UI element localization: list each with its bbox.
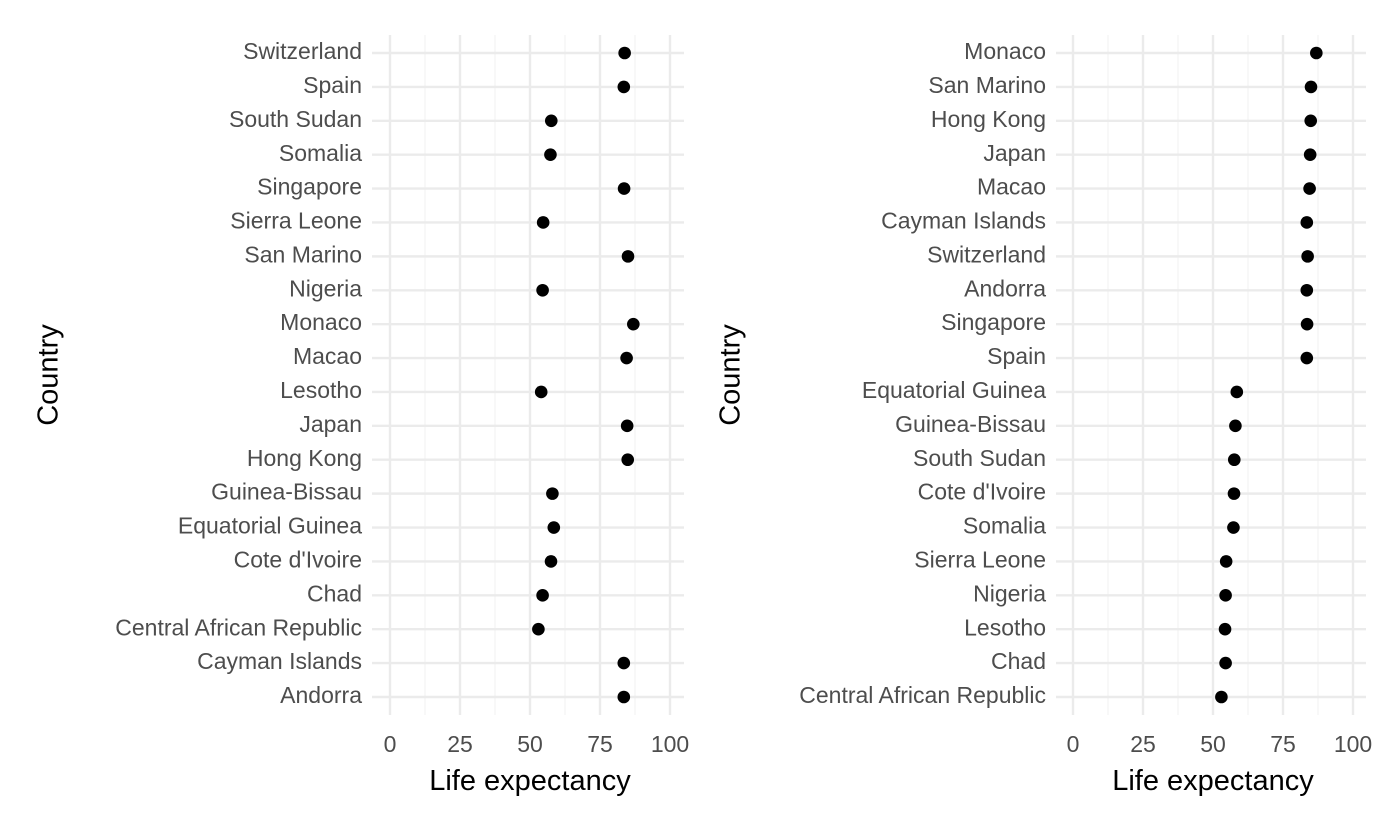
data-point xyxy=(1303,148,1317,161)
y-tick-label: Spain xyxy=(303,72,362,98)
data-point xyxy=(536,589,549,602)
x-tick-label: 100 xyxy=(1334,731,1372,757)
y-tick-label: Singapore xyxy=(257,174,362,200)
data-point xyxy=(1218,622,1232,636)
y-tick-label: Sierra Leone xyxy=(914,546,1046,572)
y-tick-label: Central African Republic xyxy=(799,682,1046,708)
y-tick-label: Macao xyxy=(977,174,1046,200)
y-tick-label: Cote d'Ivoire xyxy=(918,479,1046,505)
data-point xyxy=(1300,317,1314,331)
data-point xyxy=(1229,419,1242,433)
grid xyxy=(1056,35,1366,715)
data-point xyxy=(1227,521,1240,534)
y-tick-label: Cayman Islands xyxy=(197,648,362,674)
data-point xyxy=(618,46,631,60)
y-tick-label: Sierra Leone xyxy=(230,208,362,234)
y-tick-label: Lesotho xyxy=(280,377,362,403)
data-point xyxy=(532,622,545,636)
x-tick-label: 75 xyxy=(587,731,613,757)
data-point xyxy=(547,521,561,534)
y-tick-label: Central African Republic xyxy=(115,614,362,640)
data-point xyxy=(1304,114,1318,128)
data-point xyxy=(544,148,557,161)
y-tick-label: South Sudan xyxy=(229,106,362,132)
data-point xyxy=(1300,216,1314,229)
y-tick-label: Singapore xyxy=(941,309,1046,335)
data-point xyxy=(617,690,631,704)
data-point xyxy=(544,555,558,568)
x-tick-label: 75 xyxy=(1270,731,1296,757)
y-tick-label: Nigeria xyxy=(289,275,362,301)
y-tick-label: Monaco xyxy=(280,309,362,335)
y-tick-label: Andorra xyxy=(280,682,362,708)
y-tick-label: Somalia xyxy=(963,513,1046,539)
data-point xyxy=(627,317,640,331)
y-tick-label: South Sudan xyxy=(913,445,1046,471)
y-tick-label: Monaco xyxy=(964,38,1046,64)
grid xyxy=(372,35,684,715)
x-tick-label: 100 xyxy=(651,731,689,757)
y-axis-title: Country xyxy=(33,324,65,426)
data-point xyxy=(617,656,631,670)
data-point xyxy=(1215,690,1228,704)
data-point xyxy=(621,453,635,467)
y-tick-label: Equatorial Guinea xyxy=(862,377,1046,403)
y-tick-label: Nigeria xyxy=(973,580,1046,606)
y-tick-label: Cayman Islands xyxy=(881,208,1046,234)
y-tick-label: Equatorial Guinea xyxy=(178,513,362,539)
right-panel: Central African Republic Chad Lesotho Niger… xyxy=(715,35,1372,797)
y-tick-label: Macao xyxy=(293,343,362,369)
y-axis-title: Country xyxy=(715,324,747,426)
data-point xyxy=(536,283,549,297)
data-point xyxy=(1227,487,1241,500)
data-point xyxy=(1219,656,1232,670)
y-tick-label: Spain xyxy=(987,343,1046,369)
data-point xyxy=(546,487,559,500)
x-tick-label: 0 xyxy=(1067,731,1080,757)
y-tick-label: Japan xyxy=(299,411,362,437)
data-point xyxy=(1219,555,1233,568)
data-point xyxy=(620,419,634,433)
data-point xyxy=(1300,351,1314,365)
data-point xyxy=(1230,385,1244,399)
y-tick-label: Japan xyxy=(983,140,1046,166)
data-point xyxy=(1300,283,1314,297)
y-tick-label: Chad xyxy=(991,648,1046,674)
y-tick-label: Chad xyxy=(307,580,362,606)
y-tick-label: Switzerland xyxy=(243,38,362,64)
data-point xyxy=(621,250,635,263)
y-tick-label: Andorra xyxy=(964,275,1046,301)
data-point xyxy=(617,182,631,195)
x-tick-label: 50 xyxy=(1200,731,1226,757)
data-point xyxy=(534,385,548,399)
y-tick-label: Hong Kong xyxy=(931,106,1046,132)
y-tick-label: San Marino xyxy=(244,241,362,267)
y-tick-label: Somalia xyxy=(279,140,362,166)
data-point xyxy=(620,351,633,365)
x-tick-label: 50 xyxy=(517,731,543,757)
data-point xyxy=(536,216,550,229)
x-axis-title: Life expectancy xyxy=(429,765,631,797)
data-point xyxy=(1227,453,1241,467)
y-tick-label: Guinea-Bissau xyxy=(211,479,362,505)
data-point xyxy=(544,114,558,128)
data-point xyxy=(617,80,631,94)
y-tick-label: Guinea-Bissau xyxy=(895,411,1046,437)
data-point xyxy=(1310,46,1323,60)
data-point xyxy=(1219,589,1232,602)
data-point xyxy=(1301,250,1314,263)
data-point xyxy=(1304,80,1318,94)
x-tick-label: 25 xyxy=(447,731,473,757)
y-tick-label: Hong Kong xyxy=(247,445,362,471)
left-panel: Andorra Cayman Islands Central African Rep… xyxy=(33,35,689,797)
x-tick-label: 0 xyxy=(384,731,397,757)
y-tick-label: Lesotho xyxy=(964,614,1046,640)
y-tick-label: Cote d'Ivoire xyxy=(234,546,362,572)
x-tick-label: 25 xyxy=(1130,731,1156,757)
x-axis-title: Life expectancy xyxy=(1112,765,1314,797)
y-tick-label: Switzerland xyxy=(927,241,1046,267)
data-point xyxy=(1303,182,1316,195)
y-tick-label: San Marino xyxy=(928,72,1046,98)
